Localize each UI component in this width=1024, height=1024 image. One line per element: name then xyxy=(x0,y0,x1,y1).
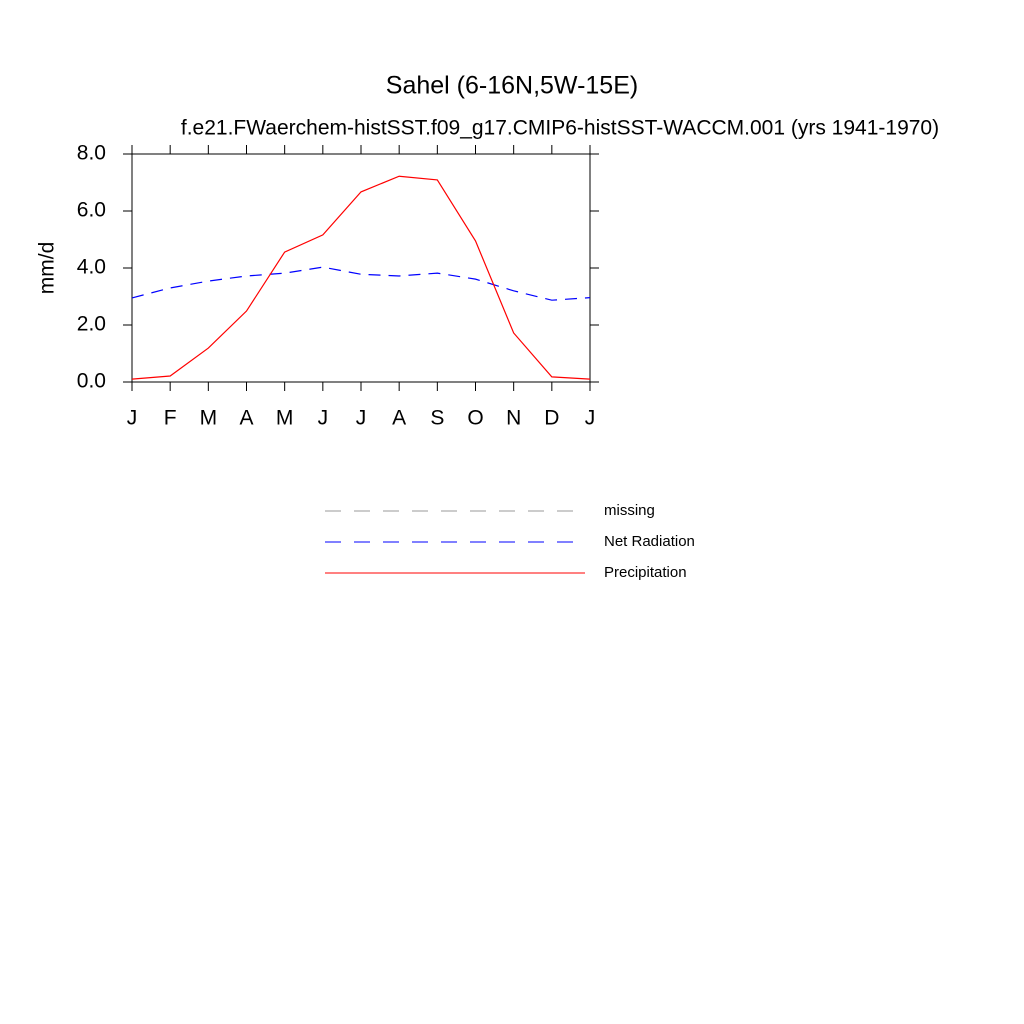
x-tick-label: D xyxy=(544,407,559,430)
chart-subtitle: f.e21.FWaerchem-histSST.f09_g17.CMIP6-hi… xyxy=(181,117,939,140)
line-series xyxy=(131,266,591,301)
y-tick-label: 8.0 xyxy=(77,142,106,165)
x-tick-label: O xyxy=(467,407,483,430)
legend-label: missing xyxy=(604,502,655,519)
x-tick-label: M xyxy=(276,407,294,430)
x-tick-label: J xyxy=(585,407,596,430)
x-tick-label: A xyxy=(392,407,406,430)
y-tick-label: 2.0 xyxy=(77,313,106,336)
y-tick-label: 0.0 xyxy=(77,370,106,393)
x-tick-label: M xyxy=(200,407,218,430)
x-tick-label: J xyxy=(127,407,138,430)
y-axis-label: mm/d xyxy=(36,242,59,295)
x-tick-label: J xyxy=(318,407,329,430)
x-tick-label: A xyxy=(239,407,253,430)
chart-title: Sahel (6-16N,5W-15E) xyxy=(386,72,638,100)
plot-frame xyxy=(131,153,591,383)
x-tick-label: S xyxy=(430,407,444,430)
x-tick-label: N xyxy=(506,407,521,430)
line-series xyxy=(131,175,591,380)
legend-label: Precipitation xyxy=(604,564,687,581)
y-tick-label: 6.0 xyxy=(77,199,106,222)
x-tick-label: J xyxy=(356,407,367,430)
y-tick-label: 4.0 xyxy=(77,256,106,279)
legend-label: Net Radiation xyxy=(604,533,695,550)
x-tick-label: F xyxy=(164,407,177,430)
